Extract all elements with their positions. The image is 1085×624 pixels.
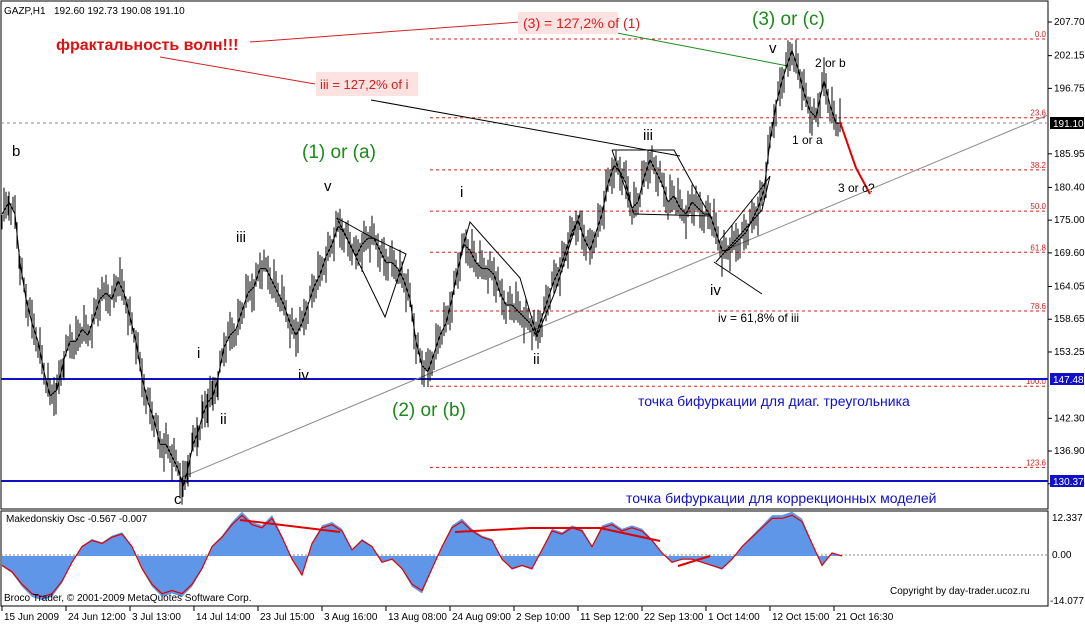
oscillator-histogram [2, 511, 842, 601]
wave-iv2-label: iv [710, 282, 721, 299]
price-axis: 207.70 202.15 196.75 185.95 180.40 175.00 169.… [1048, 17, 1085, 490]
fib-label: 38.2 [1030, 161, 1046, 170]
trendline-lower [179, 114, 1049, 479]
fib-label: 78.6 [1030, 302, 1046, 311]
triangle-v1 [336, 217, 407, 319]
channel-v2 [715, 175, 771, 263]
wave-iii1-label: iii [236, 229, 246, 246]
channel-ii-iii [459, 213, 581, 338]
trendline-iii-connector [370, 99, 681, 157]
price-tick-label: 202.15 [1054, 51, 1085, 62]
fractal-title: фрактальность волн!!! [56, 37, 238, 54]
wave-v1-label: v [324, 178, 332, 195]
time-tick-label: 23 Jul 15:00 [260, 612, 315, 623]
connector-3-to-peak [616, 32, 789, 67]
time-tick-label: 14 Jul 14:00 [196, 612, 251, 623]
time-tick-label: 21 Oct 16:30 [836, 612, 894, 623]
price-wicks [1, 39, 841, 505]
wave-c-label: c [174, 491, 182, 508]
osc-divergence-1 [239, 519, 341, 533]
fib-label: 50.0 [1030, 202, 1046, 211]
price-tick-label: 136.90 [1054, 446, 1085, 457]
level-130-value: 130.37 [1053, 477, 1084, 488]
symbol-label: GAZP,H1 [4, 6, 46, 17]
projection-arrow [839, 121, 871, 195]
label-iii-i-box [316, 72, 418, 96]
time-tick-label: 3 Aug 16:00 [324, 612, 378, 623]
time-tick-label: 13 Aug 08:00 [388, 612, 447, 623]
fib-label: 61.8 [1030, 243, 1046, 252]
price-tick-label: 185.95 [1054, 149, 1085, 160]
wave-ii2-label: ii [533, 351, 540, 368]
osc-tick-top: 12.337 [1052, 513, 1083, 524]
main-plot-frame [0, 0, 1049, 510]
current-price-value: 191.10 [1053, 119, 1084, 130]
fib-label: 23.6 [1030, 109, 1046, 118]
time-tick-label: 2 Sep 10:00 [516, 612, 570, 623]
price-tick-label: 207.70 [1054, 17, 1085, 28]
label-3-1: (3) = 127,2% of (1) [523, 15, 640, 31]
oscillator-frame [0, 510, 1049, 607]
price-tick-label: 169.60 [1054, 248, 1085, 259]
price-tick-label: 196.75 [1054, 83, 1085, 94]
price-tick-label: 180.40 [1054, 182, 1085, 193]
time-tick-label: 22 Sep 13:00 [644, 612, 704, 623]
wave-iii2-label: iii [643, 127, 653, 144]
oscillator-title: Makedonskiy Osc -0.567 -0.007 [6, 514, 148, 525]
price-tick-label: 158.65 [1054, 314, 1085, 325]
price-tick-label: 175.00 [1054, 215, 1085, 226]
level-147-box [1050, 373, 1084, 385]
level-130-box [1050, 475, 1084, 487]
wave-v2-label: v [769, 40, 777, 57]
fib-label: 123.6 [1026, 458, 1047, 467]
wave-iv1-label: iv [298, 367, 309, 384]
current-price-box [1050, 117, 1084, 129]
oscillator-signal-line [1, 514, 843, 598]
price-tick-label: 164.05 [1054, 282, 1085, 293]
osc-tick-zero: 0.00 [1052, 550, 1072, 561]
broco-footer: Broco Trader, © 2001-2009 MetaQuotes Sof… [4, 593, 252, 604]
osc-tick-bottom: -14.077 [1050, 596, 1084, 607]
connector-fractal-to-iii [159, 56, 316, 85]
time-tick-label: 24 Jun 12:00 [68, 612, 126, 623]
osc-divergence-3 [677, 555, 711, 567]
bifurcation-diag-label: точка бифуркации для диаг. треугольника [638, 393, 910, 409]
osc-divergence-2 [454, 527, 661, 542]
price-tick-label: 153.25 [1054, 347, 1085, 358]
time-tick-label: 1 Oct 14:00 [708, 612, 760, 623]
level-147-value: 147.48 [1053, 375, 1084, 386]
wave-2b-label: (2) or (b) [392, 400, 466, 421]
copyright-footer: Copyright by day-trader.ucoz.ru [890, 586, 1030, 597]
time-tick-label: 12 Oct 15:00 [772, 612, 830, 623]
time-tick-label: 11 Sep 12:00 [580, 612, 639, 623]
wave-2b-small-label: 2 or b [815, 56, 846, 70]
wave-b-label: b [12, 143, 20, 160]
wave-i1-label: i [197, 345, 200, 362]
iv-note-label: iv = 61,8% of iii [718, 311, 799, 325]
bifurcation-corr-label: точка бифуркации для коррекционных модел… [626, 490, 937, 506]
fibonacci-levels: 0.0 23.6 38.2 50.0 61.8 78.6 100.0 123.6 [430, 30, 1048, 468]
wave-i2-label: i [460, 184, 463, 201]
time-axis: 15 Jun 2009 24 Jun 12:00 3 Jul 13:00 14 Jul… [1, 606, 894, 623]
wave-1a-small-label: 1 or a [792, 133, 823, 147]
fib-label: 100.0 [1026, 377, 1047, 386]
connector-fractal-to-label [249, 21, 521, 43]
time-tick-label: 15 Jun 2009 [4, 612, 59, 623]
price-tick-label: 142.30 [1054, 413, 1085, 424]
fib-label: 0.0 [1035, 30, 1047, 39]
label-iii-i: iii = 127,2% of i [320, 77, 409, 92]
wave-3c-small-label: 3 or c? [838, 181, 875, 195]
wave-3c-label: (3) or (c) [752, 9, 825, 30]
wave-1a-label: (1) or (a) [302, 142, 376, 163]
time-tick-label: 3 Jul 13:00 [132, 612, 181, 623]
label-3-1-box [518, 12, 618, 34]
wave-ii1-label: ii [220, 411, 227, 428]
time-tick-label: 24 Aug 09:00 [452, 612, 511, 623]
ohlc-label: 192.60 192.73 190.08 191.10 [54, 6, 185, 17]
